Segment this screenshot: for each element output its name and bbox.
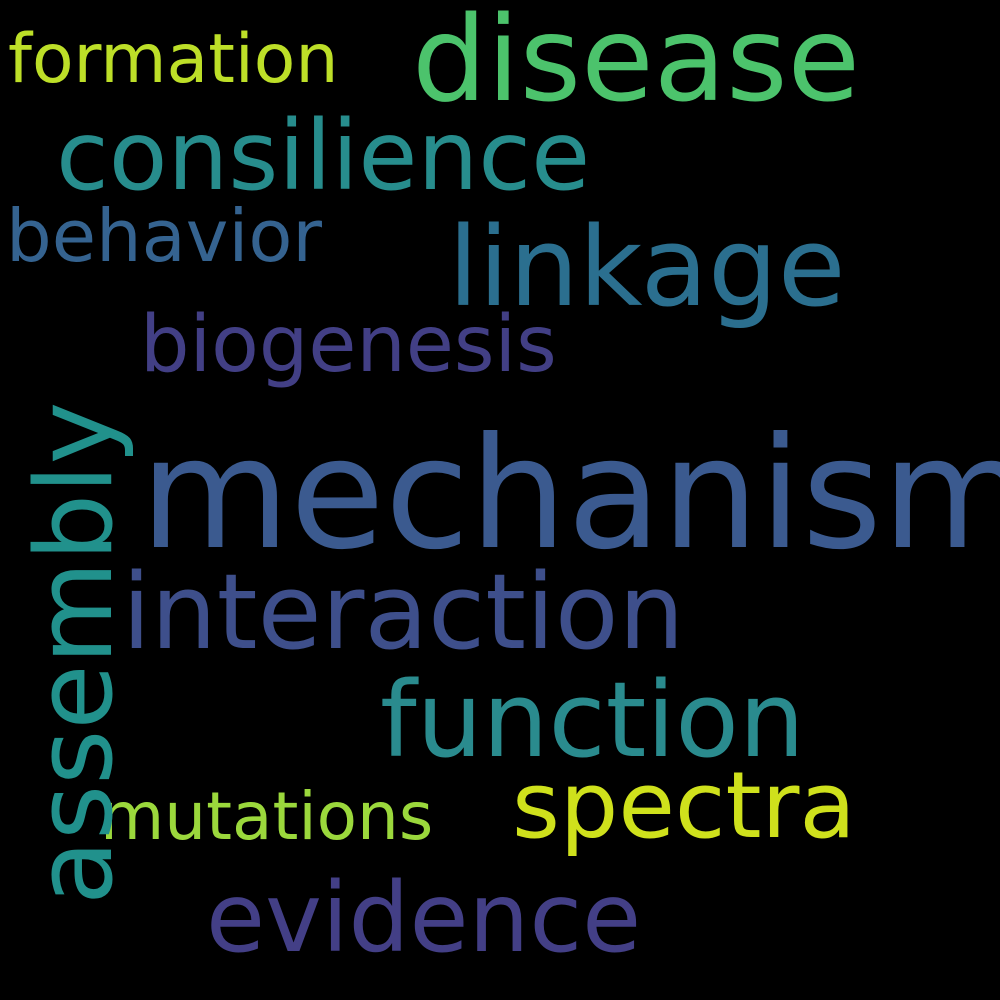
word-mechanism: mechanism bbox=[140, 405, 1000, 584]
word-interaction: interaction bbox=[122, 551, 685, 673]
word-behavior: behavior bbox=[6, 194, 323, 278]
word-consilience: consilience bbox=[56, 100, 591, 212]
word-biogenesis: biogenesis bbox=[140, 300, 557, 390]
word-evidence: evidence bbox=[206, 862, 642, 974]
word-spectra: spectra bbox=[512, 752, 856, 859]
word-function: function bbox=[380, 659, 805, 781]
word-linkage: linkage bbox=[448, 203, 846, 331]
word-assembly: assembly bbox=[13, 401, 136, 905]
word-formation: formation bbox=[8, 20, 339, 99]
word-mutations: mutations bbox=[100, 778, 434, 855]
word-disease: disease bbox=[412, 0, 861, 128]
